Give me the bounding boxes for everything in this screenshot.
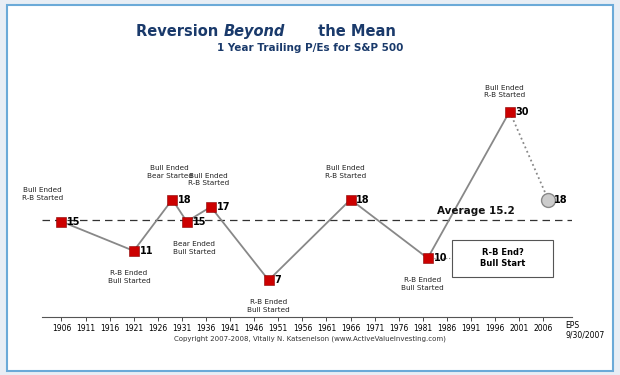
Text: 7: 7: [275, 275, 281, 285]
Text: 15: 15: [67, 216, 81, 226]
Text: 30: 30: [515, 106, 529, 117]
Text: Bull Ended
R-B Started: Bull Ended R-B Started: [188, 172, 229, 186]
Text: 15: 15: [193, 216, 206, 226]
Text: Bull Ended
Bear Started: Bull Ended Bear Started: [147, 165, 193, 179]
FancyBboxPatch shape: [452, 240, 553, 276]
Text: R-B Ended
Bull Started: R-B Ended Bull Started: [247, 300, 290, 313]
Text: EPS
9/30/2007: EPS 9/30/2007: [565, 321, 604, 340]
Text: Reversion: Reversion: [136, 24, 223, 39]
Text: the Mean: the Mean: [313, 24, 396, 39]
Text: 18: 18: [554, 195, 567, 204]
Text: 18: 18: [178, 195, 192, 204]
Text: Bull Ended
R-B Started: Bull Ended R-B Started: [325, 165, 366, 179]
Text: Bear Ended
Bull Started: Bear Ended Bull Started: [172, 241, 215, 255]
Text: Bull Ended
R-B Started: Bull Ended R-B Started: [22, 187, 63, 201]
Text: R-B Ended
Bull Started: R-B Ended Bull Started: [402, 278, 445, 291]
Text: 17: 17: [216, 202, 230, 212]
FancyBboxPatch shape: [7, 4, 613, 370]
Text: R-B End?
Bull Start: R-B End? Bull Start: [480, 249, 525, 268]
Text: 11: 11: [140, 246, 153, 256]
Text: 18: 18: [356, 195, 370, 204]
Text: 10: 10: [433, 253, 447, 263]
Text: Bull Ended
R-B Started: Bull Ended R-B Started: [484, 84, 525, 98]
Text: Beyond: Beyond: [223, 24, 285, 39]
Text: 1 Year Trailing P/Es for S&P 500: 1 Year Trailing P/Es for S&P 500: [217, 43, 403, 52]
Text: Average 15.2: Average 15.2: [437, 206, 515, 216]
Text: Copyright 2007-2008, Vitaliy N. Katsenelson (www.ActiveValueInvesting.com): Copyright 2007-2008, Vitaliy N. Katsenel…: [174, 335, 446, 342]
Text: R-B Ended
Bull Started: R-B Ended Bull Started: [107, 270, 150, 284]
